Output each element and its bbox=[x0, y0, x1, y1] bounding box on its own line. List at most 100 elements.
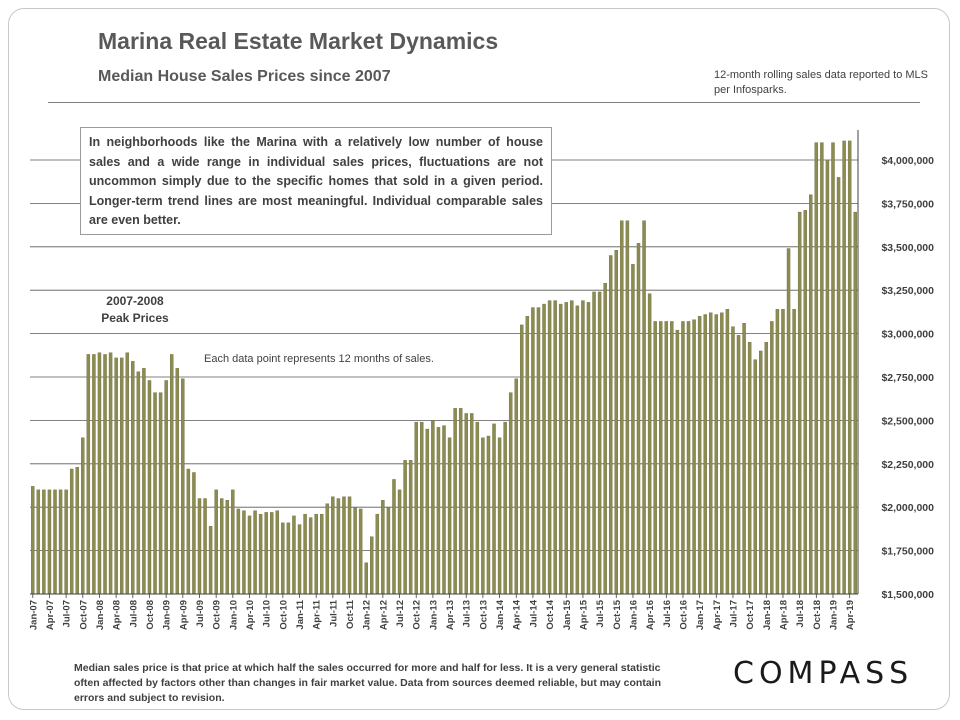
bar bbox=[314, 513, 318, 595]
x-tick-label: Jul-10 bbox=[262, 600, 273, 627]
bar bbox=[147, 380, 152, 595]
bar bbox=[470, 413, 474, 595]
x-tick-label: Jul-13 bbox=[462, 600, 473, 627]
bar bbox=[542, 303, 546, 595]
x-tick-label: Jul-11 bbox=[328, 599, 339, 627]
y-tick-labels: $1,500,000 $1,750,000 $2,000,000 $2,250,000… bbox=[881, 155, 934, 601]
bar bbox=[764, 342, 769, 595]
bar bbox=[731, 326, 735, 595]
bar bbox=[36, 489, 41, 595]
peak-prices-label: 2007-2008 Peak Prices bbox=[90, 293, 180, 327]
x-tick-label: Apr-10 bbox=[245, 600, 256, 630]
bar bbox=[464, 413, 468, 595]
x-tick-label: Oct-13 bbox=[478, 600, 489, 630]
bar bbox=[486, 435, 491, 595]
bar bbox=[142, 368, 146, 595]
bar bbox=[408, 460, 413, 595]
bar bbox=[709, 312, 713, 595]
x-tick-label: Apr-12 bbox=[378, 600, 389, 630]
bar bbox=[64, 489, 68, 595]
bar bbox=[342, 496, 346, 595]
bar bbox=[231, 489, 235, 595]
bar bbox=[392, 479, 396, 595]
bar bbox=[186, 468, 191, 595]
bar bbox=[531, 307, 535, 595]
bar bbox=[770, 321, 774, 595]
x-tick-label: Apr-16 bbox=[645, 600, 656, 630]
x-tick-label: Apr-14 bbox=[512, 599, 523, 630]
x-tick-label: Oct-10 bbox=[278, 600, 289, 630]
bar bbox=[47, 489, 52, 595]
x-tick-label: Jan-12 bbox=[362, 600, 373, 630]
y-tick-label: $2,000,000 bbox=[881, 502, 934, 514]
bar bbox=[397, 489, 402, 595]
bar bbox=[747, 342, 752, 595]
bar bbox=[458, 408, 463, 595]
bar bbox=[636, 243, 641, 595]
x-tick-label: Apr-08 bbox=[112, 600, 123, 630]
x-tick-label: Apr-15 bbox=[578, 599, 589, 630]
bar bbox=[108, 352, 113, 595]
bar bbox=[642, 220, 646, 595]
bar bbox=[797, 211, 802, 595]
header-divider bbox=[48, 102, 920, 103]
bar bbox=[608, 255, 613, 595]
y-tick-label: $2,500,000 bbox=[881, 415, 934, 427]
bar bbox=[331, 496, 335, 595]
bar bbox=[481, 437, 485, 595]
bar bbox=[270, 512, 274, 595]
x-tick-labels: Jan-07 Apr-07 Jul-07 Oct-07 Jan-08 Apr-08 Jul-… bbox=[28, 599, 856, 630]
x-tick-label: Jul-18 bbox=[795, 600, 806, 627]
bar bbox=[575, 305, 580, 595]
bar bbox=[581, 300, 585, 595]
bar bbox=[81, 437, 85, 595]
x-tick-label: Jan-19 bbox=[828, 600, 839, 630]
x-tick-label: Jan-17 bbox=[695, 600, 706, 630]
bar bbox=[370, 536, 374, 595]
bar bbox=[564, 302, 568, 595]
y-tick-label: $3,500,000 bbox=[881, 242, 934, 254]
x-tick-label: Apr-17 bbox=[712, 600, 723, 630]
x-tick-label: Oct-08 bbox=[145, 600, 156, 630]
chart-subtitle: Median House Sales Prices since 2007 bbox=[98, 68, 391, 85]
bar bbox=[825, 159, 830, 595]
bar bbox=[375, 513, 380, 595]
bar bbox=[508, 392, 513, 595]
bar bbox=[253, 510, 257, 595]
bar bbox=[136, 371, 141, 595]
x-tick-label: Oct-14 bbox=[545, 599, 556, 629]
bar bbox=[520, 324, 524, 595]
bar bbox=[614, 250, 618, 595]
bar bbox=[664, 321, 669, 595]
source-note: 12-month rolling sales data reported to … bbox=[714, 69, 929, 96]
bar bbox=[514, 378, 518, 595]
y-tick-label: $3,000,000 bbox=[881, 329, 934, 341]
x-tick-label: Apr-09 bbox=[178, 600, 189, 630]
bar bbox=[264, 512, 268, 595]
x-tick-label: Jan-14 bbox=[495, 599, 506, 630]
x-tick-label: Oct-11 bbox=[345, 599, 356, 629]
bar bbox=[203, 498, 207, 595]
bar bbox=[792, 309, 796, 595]
footer-disclaimer: Median sales price is that price at whic… bbox=[74, 662, 661, 704]
bar bbox=[42, 489, 46, 595]
bar bbox=[625, 220, 630, 595]
bar bbox=[125, 352, 129, 595]
bar bbox=[381, 500, 385, 595]
bar bbox=[697, 316, 702, 595]
peak-label-line1: 2007-2008 bbox=[106, 294, 164, 308]
bar bbox=[447, 437, 452, 595]
bar bbox=[258, 513, 263, 595]
bar bbox=[275, 510, 280, 595]
bar bbox=[836, 177, 841, 595]
bar bbox=[303, 513, 307, 595]
x-tick-label: Jul-14 bbox=[528, 599, 539, 627]
bar bbox=[842, 140, 846, 595]
bar bbox=[425, 428, 430, 595]
bar bbox=[631, 263, 635, 595]
bar bbox=[436, 427, 441, 595]
x-tick-label: Jul-12 bbox=[395, 600, 406, 627]
bar bbox=[320, 513, 324, 595]
y-tick-label: $3,250,000 bbox=[881, 285, 934, 297]
